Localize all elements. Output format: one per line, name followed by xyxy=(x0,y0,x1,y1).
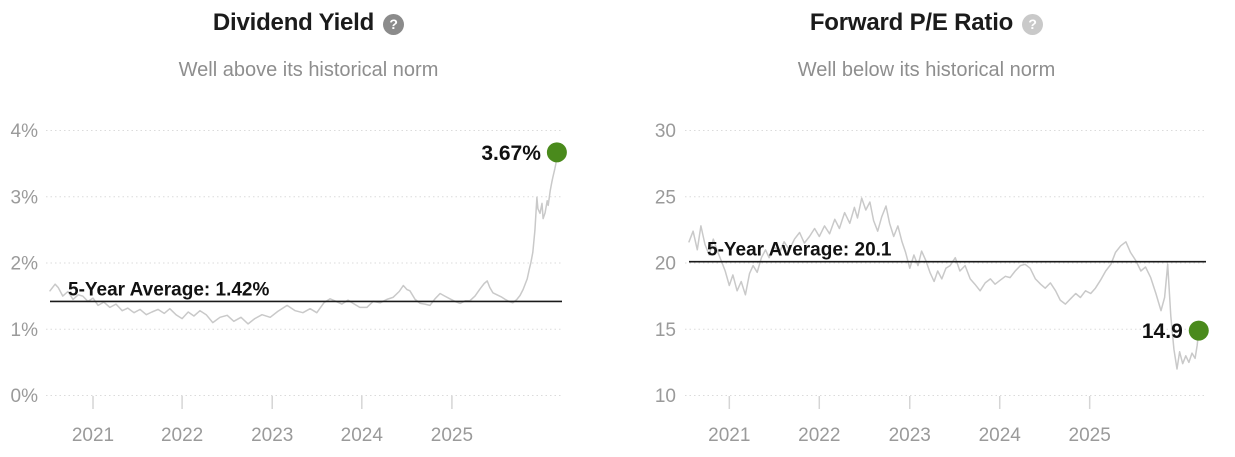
y-axis-label: 10 xyxy=(655,386,676,407)
x-axis-label: 2023 xyxy=(889,425,931,446)
average-line-label: 5-Year Average: 1.42% xyxy=(68,279,269,300)
current-value-label: 14.9 xyxy=(1142,320,1183,343)
y-axis-label: 15 xyxy=(655,320,676,341)
help-icon[interactable]: ? xyxy=(383,13,405,35)
y-axis-label: 2% xyxy=(11,254,39,275)
dividend-yield-panel: Dividend Yield ? Well above its historic… xyxy=(0,0,617,457)
x-axis-label: 2021 xyxy=(708,425,750,446)
x-axis-label: 2024 xyxy=(341,425,384,446)
y-axis-label: 25 xyxy=(655,187,676,208)
average-line-label: 5-Year Average: 20.1 xyxy=(707,240,892,261)
x-axis-label: 2022 xyxy=(798,425,840,446)
y-axis-label: 4% xyxy=(11,121,39,142)
y-axis-label: 0% xyxy=(11,386,39,407)
dividend-yield-header: Dividend Yield ? xyxy=(0,0,617,39)
y-axis-label: 3% xyxy=(11,187,39,208)
chart-subtitle: Well above its historical norm xyxy=(178,59,439,81)
series-line xyxy=(688,197,1200,370)
series-line xyxy=(49,151,558,325)
current-value-dot xyxy=(546,142,567,163)
y-axis-label: 20 xyxy=(655,254,676,275)
y-axis-label: 1% xyxy=(11,320,39,341)
x-axis-label: 2025 xyxy=(431,425,473,446)
x-axis-label: 2021 xyxy=(72,425,114,446)
forward-pe-header: Forward P/E Ratio ? xyxy=(618,0,1235,39)
x-axis-label: 2022 xyxy=(161,425,203,446)
forward-pe-panel: Forward P/E Ratio ? Well below its histo… xyxy=(618,0,1235,457)
x-axis-label: 2024 xyxy=(979,425,1022,446)
y-axis-label: 30 xyxy=(655,121,676,142)
x-axis-label: 2025 xyxy=(1069,425,1111,446)
chart-title: Dividend Yield xyxy=(212,9,375,36)
x-axis-label: 2023 xyxy=(251,425,293,446)
chart-title: Forward P/E Ratio xyxy=(809,9,1014,36)
chart-subtitle: Well below its historical norm xyxy=(797,59,1056,81)
current-value-label: 3.67% xyxy=(481,142,541,165)
help-icon[interactable]: ? xyxy=(1022,13,1044,35)
current-value-dot xyxy=(1188,320,1209,341)
